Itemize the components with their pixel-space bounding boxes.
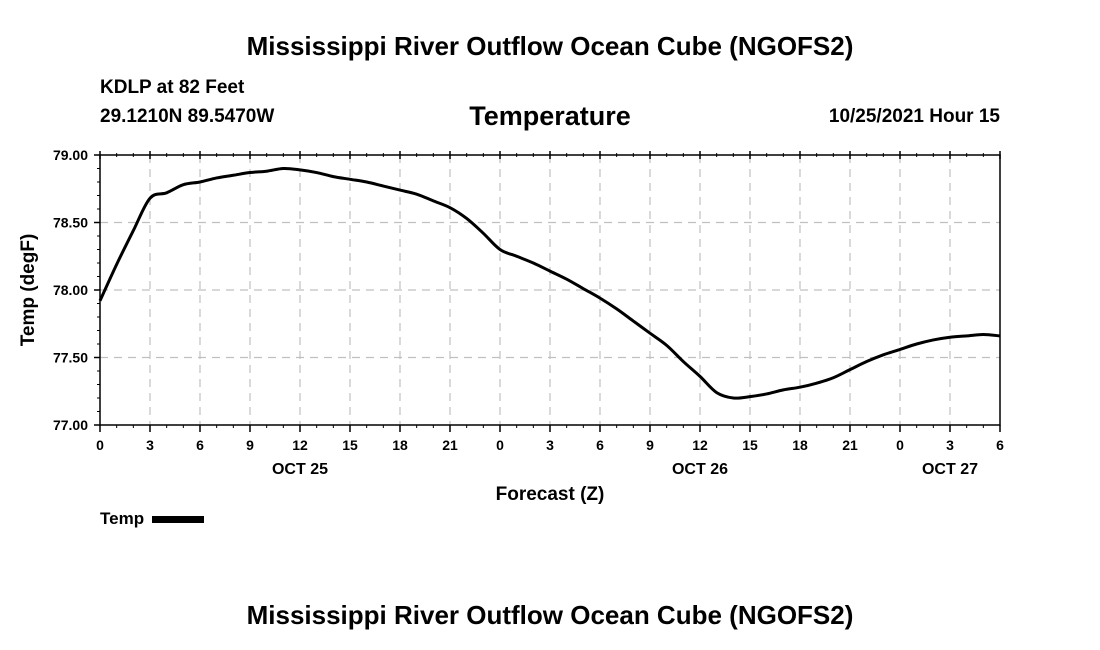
date-label: OCT 25 [272,461,328,478]
y-tick-label: 78.50 [53,215,88,231]
x-tick-label: 6 [196,437,204,453]
chart-title-bottom: Mississippi River Outflow Ocean Cube (NG… [246,600,854,630]
forecast-datetime: 10/25/2021 Hour 15 [828,106,1000,127]
legend-label-temp: Temp [100,509,145,528]
x-tick-label: 12 [692,437,708,453]
x-tick-label: 9 [646,437,654,453]
chart-tick-labels: 77.00 77.50 78.00 78.50 79.00 0 3 6 9 12 15 18 21 0 3 6… [53,147,1004,478]
chart-ticks [94,151,1001,432]
x-tick-label: 3 [546,437,554,453]
y-tick-label: 79.00 [53,147,88,163]
station-coords: 29.1210N 89.5470W [100,106,275,127]
x-tick-label: 6 [996,437,1004,453]
chart-gridlines [100,155,1000,425]
x-tick-label: 12 [292,437,308,453]
x-tick-label: 9 [246,437,254,453]
station-label: KDLP at 82 Feet [100,77,245,98]
x-tick-label: 0 [496,437,504,453]
chart-subtitle: Temperature [469,101,631,131]
x-tick-label: 0 [896,437,904,453]
x-tick-label: 15 [742,437,758,453]
temp-series-line [98,166,1001,400]
x-tick-label: 18 [392,437,408,453]
x-tick-label: 3 [146,437,154,453]
chart-legend: Temp [100,509,205,529]
x-tick-label: 18 [792,437,808,453]
chart-title-top: Mississippi River Outflow Ocean Cube (NG… [246,31,854,61]
x-axis-label: Forecast (Z) [496,484,605,505]
x-tick-label: 21 [442,437,458,453]
x-tick-label: 15 [342,437,358,453]
y-tick-label: 77.00 [53,417,88,433]
date-label: OCT 27 [922,461,978,478]
plot-frame [99,154,1001,426]
x-tick-label: 6 [596,437,604,453]
x-tick-label: 21 [842,437,858,453]
y-tick-label: 78.00 [53,282,88,298]
x-tick-label: 3 [946,437,954,453]
y-tick-label: 77.50 [53,350,88,366]
legend-swatch-temp [152,515,205,523]
date-label: OCT 26 [672,461,728,478]
y-axis-label: Temp (degF) [18,234,39,347]
x-tick-label: 0 [96,437,104,453]
